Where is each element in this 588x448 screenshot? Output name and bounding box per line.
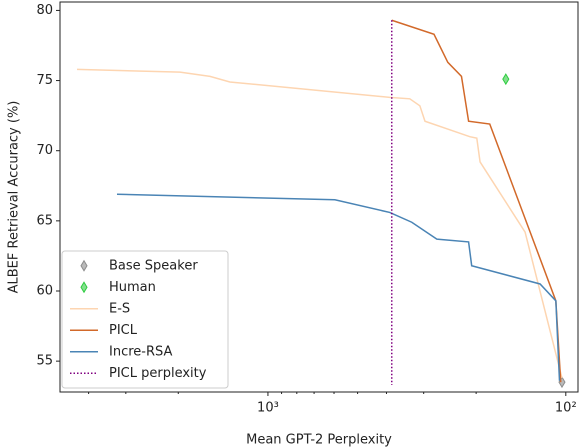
- plot-frame: [59, 1, 579, 393]
- y-axis-label: ALBEF Retrieval Accuracy (%): [7, 101, 22, 294]
- legend-frame: [61, 250, 229, 389]
- series-line: [116, 193, 561, 381]
- y-tick-label: 75: [36, 73, 53, 88]
- legend-label: Human: [109, 280, 156, 295]
- legend-swatch: [80, 281, 88, 294]
- legend-label: Base Speaker: [109, 258, 198, 273]
- y-tick-label: 55: [36, 354, 53, 369]
- y-tick-label: 70: [36, 143, 53, 158]
- legend-swatch: [80, 259, 88, 272]
- legend-label: PICL: [109, 323, 138, 338]
- x-axis-label: Mean GPT-2 Perplexity: [246, 433, 392, 448]
- legend-label: PICL perplexity: [109, 366, 207, 381]
- y-tick-label: 60: [36, 283, 53, 298]
- series-line: [391, 19, 562, 383]
- x-tick-label: 10³: [257, 401, 279, 416]
- legend-label: E-S: [109, 301, 130, 316]
- y-tick-label: 80: [36, 3, 53, 18]
- y-tick-label: 65: [36, 213, 53, 228]
- legend-label: Incre-RSA: [109, 344, 172, 359]
- series-line: [76, 68, 563, 379]
- scatter-point: [502, 73, 510, 86]
- legend: Base Speaker Human E-S PICL Incre-RSA PICL pe…: [61, 250, 229, 389]
- x-tick-label: 10²: [555, 401, 577, 416]
